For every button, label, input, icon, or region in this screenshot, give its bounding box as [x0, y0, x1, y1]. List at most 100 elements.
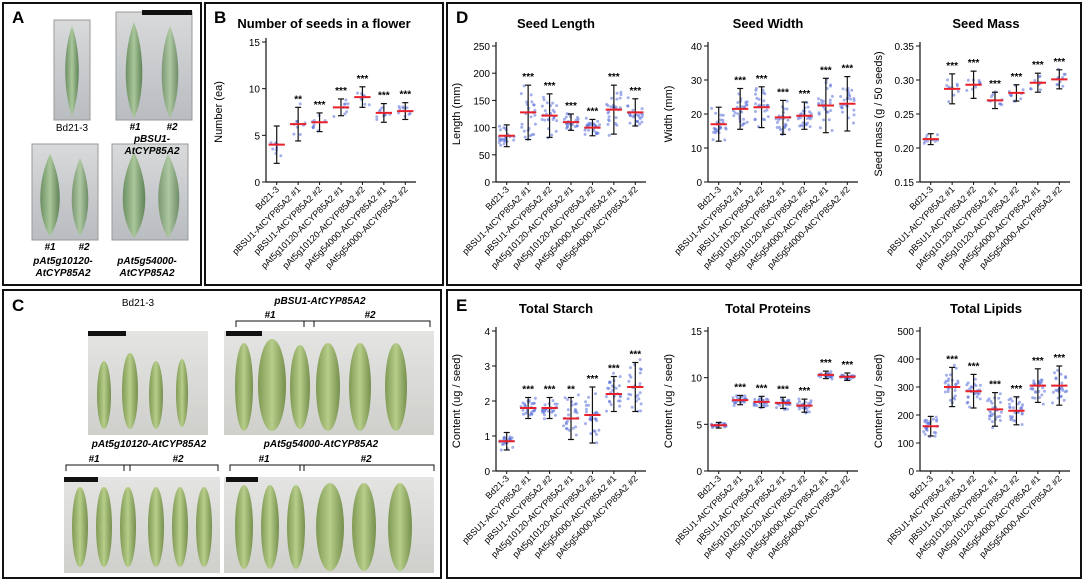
data-point — [499, 128, 502, 132]
data-point — [1020, 411, 1024, 415]
data-point — [618, 375, 622, 379]
data-point — [628, 373, 632, 377]
data-point — [614, 116, 618, 120]
data-point — [606, 104, 610, 108]
y-tick-label: 0.35 — [895, 42, 915, 53]
data-point — [606, 386, 610, 390]
data-point — [849, 377, 853, 381]
y-tick-label: 150 — [473, 96, 490, 107]
data-point — [816, 97, 820, 101]
data-point — [510, 436, 514, 440]
spikelet-icon — [158, 154, 180, 238]
seed-icon — [96, 487, 112, 567]
data-point — [574, 425, 578, 429]
data-point — [754, 102, 758, 106]
data-point — [1040, 393, 1044, 397]
data-point — [991, 412, 995, 416]
data-point — [923, 432, 927, 436]
data-point — [584, 403, 588, 407]
data-point — [595, 441, 599, 445]
caption-pbsu1: pBSU1- AtCYP85A2 — [124, 134, 180, 157]
data-point — [607, 115, 611, 119]
data-point — [1018, 400, 1021, 404]
data-point — [530, 100, 534, 104]
data-point — [629, 366, 632, 370]
data-point — [543, 118, 547, 122]
seed-icon — [290, 345, 310, 429]
data-point — [1038, 88, 1042, 92]
significance-label: *** — [989, 380, 1001, 391]
data-point — [550, 410, 554, 414]
data-point — [1054, 376, 1058, 380]
data-point — [925, 133, 929, 137]
data-point — [512, 138, 516, 142]
significance-label: *** — [565, 101, 577, 112]
data-point — [571, 426, 575, 430]
marker: #2 — [166, 122, 178, 133]
significance-label: *** — [777, 384, 789, 395]
bracket — [229, 464, 435, 471]
significance-label: ** — [294, 94, 302, 105]
significance-label: *** — [522, 72, 534, 83]
data-point — [956, 381, 960, 385]
data-point — [763, 118, 767, 122]
data-point — [952, 363, 956, 367]
data-point — [298, 133, 302, 136]
data-point — [765, 108, 769, 112]
data-point — [523, 404, 527, 408]
data-point — [946, 390, 950, 394]
data-point — [574, 402, 578, 406]
data-point — [1051, 401, 1054, 405]
y-tick-label: 250 — [473, 42, 490, 53]
data-point — [732, 404, 736, 407]
data-point — [922, 430, 926, 434]
caption-bd21-3: Bd21-3 — [55, 123, 89, 134]
data-point — [343, 112, 347, 116]
data-point — [809, 112, 813, 116]
data-point — [522, 129, 526, 133]
marker: #2 — [360, 454, 372, 465]
data-point — [953, 397, 957, 401]
data-point — [311, 125, 315, 129]
data-point — [1051, 390, 1055, 394]
data-point — [743, 394, 747, 398]
y-tick-label: 15 — [691, 327, 703, 338]
significance-label: *** — [799, 386, 811, 397]
data-point — [574, 409, 578, 413]
data-point — [564, 427, 568, 431]
data-point — [753, 397, 757, 401]
chart-seed-mass: Seed Mass Seed mass (g / 50 seeds) 0.15 0.2… — [873, 16, 1070, 271]
marker: #1 — [258, 454, 270, 465]
data-point — [583, 128, 587, 132]
data-point — [638, 371, 642, 375]
data-point — [533, 122, 537, 126]
data-point — [596, 131, 600, 135]
significance-label: *** — [734, 382, 746, 393]
spikelet-icon — [161, 26, 179, 118]
seed-icon — [316, 343, 340, 431]
data-point — [533, 113, 537, 117]
data-point — [508, 437, 512, 441]
data-point — [946, 387, 950, 391]
data-point — [583, 132, 587, 136]
data-point — [567, 428, 571, 432]
data-point — [363, 102, 367, 106]
data-point — [502, 142, 506, 146]
scale-bar — [226, 331, 262, 336]
data-point — [826, 110, 830, 114]
significance-label: *** — [946, 61, 958, 72]
data-point — [343, 102, 347, 106]
data-point — [714, 111, 718, 115]
data-point — [1056, 83, 1060, 87]
data-point — [1038, 396, 1041, 400]
data-point — [606, 111, 610, 115]
caption-pat5g10120: pAt5g10120- AtCYP85A2 — [33, 256, 93, 279]
data-point — [639, 409, 643, 413]
data-point — [597, 428, 601, 432]
significance-label: *** — [756, 74, 768, 85]
significance-label: *** — [608, 364, 620, 375]
data-point — [529, 93, 533, 97]
y-tick-label: 0.20 — [895, 144, 915, 155]
significance-label: *** — [378, 91, 390, 102]
